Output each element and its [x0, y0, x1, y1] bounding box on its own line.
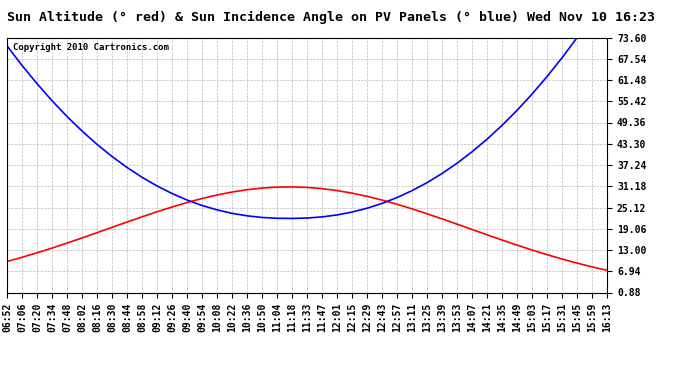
Text: Sun Altitude (° red) & Sun Incidence Angle on PV Panels (° blue) Wed Nov 10 16:2: Sun Altitude (° red) & Sun Incidence Ang…: [7, 11, 655, 24]
Text: Copyright 2010 Cartronics.com: Copyright 2010 Cartronics.com: [13, 43, 169, 52]
